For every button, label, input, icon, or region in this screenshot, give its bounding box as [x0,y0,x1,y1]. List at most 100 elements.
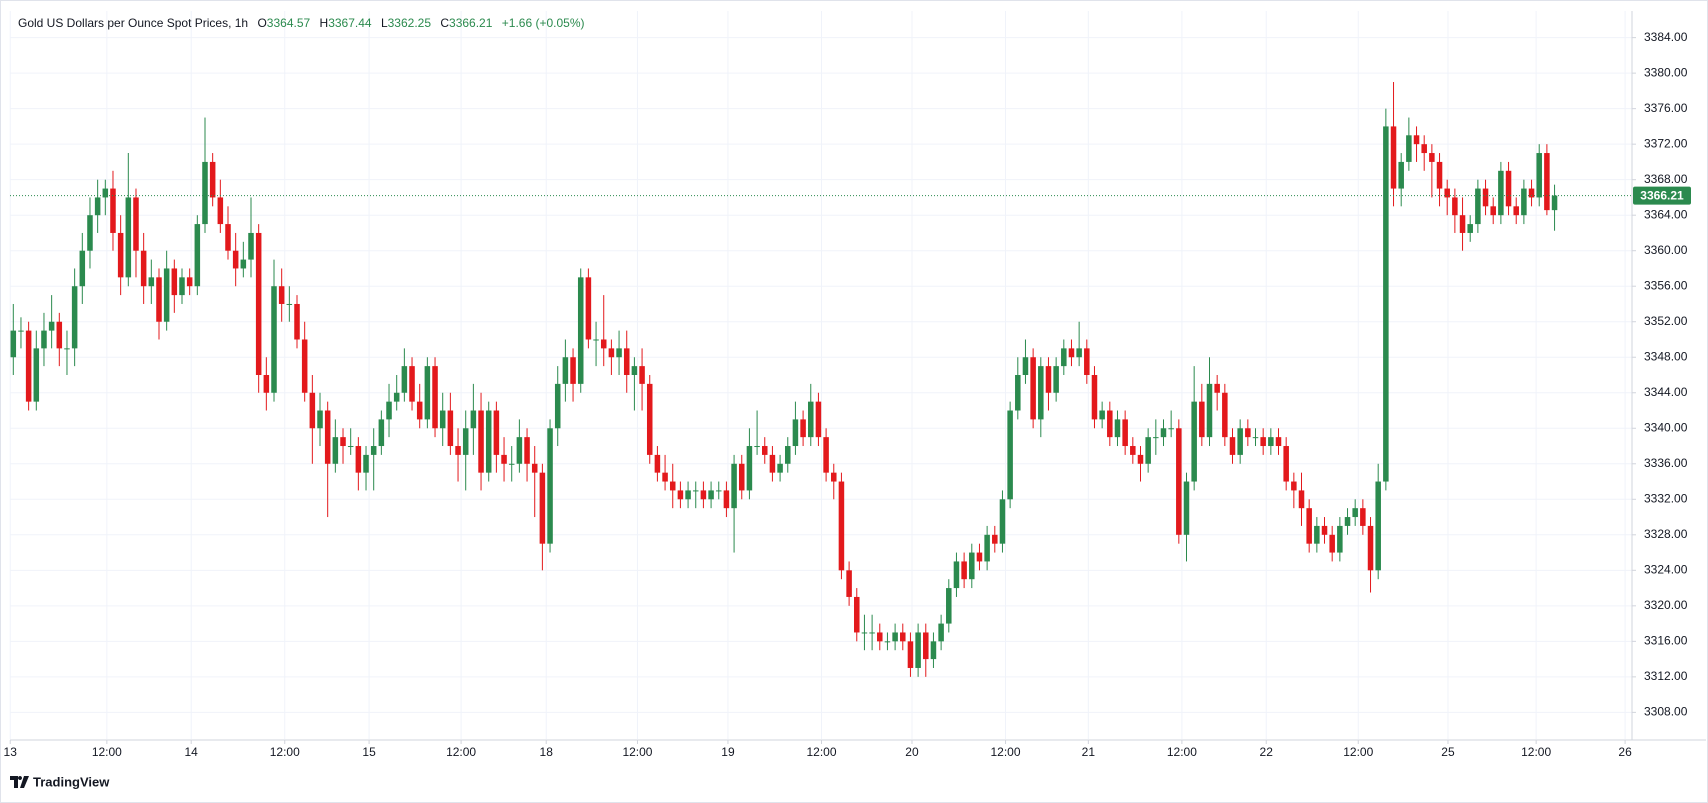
candle-body [470,410,477,429]
price-change: +1.66 (+0.05%) [502,16,585,30]
candle-body [462,428,469,455]
candle-body [1183,481,1190,535]
x-tick-label: 12:00 [1343,745,1373,759]
candle-body [1237,428,1243,455]
candle-body [892,632,898,642]
candle-body [1413,135,1420,145]
candle-body [64,348,70,350]
candle-body [363,454,369,473]
candles [10,82,1558,677]
candle-body [823,437,829,473]
candle-body [961,561,967,580]
x-tick-label: 20 [905,745,919,759]
x-tick-label: 12:00 [1167,745,1197,759]
candle-body [171,268,178,296]
candle-body [907,641,914,668]
candle-body [87,215,93,251]
candle-body [225,224,231,251]
candle-body [56,321,63,349]
y-tick-label: 3312.00 [1644,669,1688,683]
candle-body [900,632,906,642]
candle-body [869,632,875,634]
candle-body [1076,348,1082,358]
candle-body [1007,410,1013,500]
candle-body [769,454,776,473]
candle-body [1153,437,1159,439]
candle-body [1283,446,1289,482]
candle-body [531,463,538,473]
x-tick-label: 12:00 [991,745,1021,759]
candle-body [547,428,553,544]
y-tick-label: 3368.00 [1644,172,1688,186]
x-tick-label: 22 [1260,745,1274,759]
candle-body [815,401,822,438]
candle-body [1268,437,1274,447]
candle-body [754,446,760,448]
last-price-tag [1633,186,1691,205]
ohlc-letter: L [381,16,388,30]
candle-body [432,366,438,429]
candle-body [746,446,753,491]
candle-body [18,330,24,332]
candle-body [792,419,799,447]
candle-body [1145,437,1151,464]
candle-body [1298,490,1305,509]
candle-body [485,410,492,473]
candle-body [593,339,599,341]
x-tick-label: 21 [1082,745,1096,759]
candle-body [179,277,185,296]
candle-body [1084,348,1090,375]
candle-body [148,277,155,287]
candle-body [1475,188,1481,225]
candle-body [1214,383,1220,393]
candle-body [1099,410,1105,420]
candle-body [938,623,944,642]
candle-body [79,250,86,287]
candle-body [1390,126,1397,189]
candle-body [923,632,929,660]
x-tick-label: 12:00 [806,745,836,759]
candle-body [1321,525,1328,535]
candle-body [1467,224,1473,233]
candle-body [639,366,645,384]
candle-body [1421,144,1427,154]
candle-body [240,259,247,269]
candle-body [1505,170,1512,207]
ohlc-value: 3362.25 [388,16,432,30]
candle-body [1045,366,1052,393]
ohlc-value: 3366.21 [449,16,493,30]
y-tick-label: 3324.00 [1644,562,1688,576]
candle-body [1130,446,1136,455]
candle-body [846,570,852,597]
y-tick-label: 3320.00 [1644,598,1688,612]
candle-body [1375,481,1381,571]
y-tick-label: 3376.00 [1644,101,1688,115]
x-tick-label: 14 [185,745,199,759]
candle-body [669,481,676,491]
candle-body [1521,188,1527,216]
candle-body [692,490,699,492]
candle-body [1360,508,1366,526]
ohlc-letter: C [440,16,449,30]
candle-body [209,161,216,198]
y-tick-label: 3364.00 [1644,207,1688,221]
candle-body [94,197,101,216]
candle-body [232,250,239,269]
candle-body [493,410,500,455]
candle-body [1452,197,1458,216]
candle-body [1245,428,1251,438]
candle-body [731,463,737,509]
y-tick-label: 3308.00 [1644,705,1688,719]
candle-body [854,596,860,633]
candle-body [1490,206,1496,216]
candle-body [1199,401,1205,438]
candle-body [286,303,293,305]
y-tick-label: 3340.00 [1644,420,1688,434]
candle-body [915,632,921,668]
candle-body [1191,401,1197,482]
candle-body [33,348,40,402]
candle-body [1091,375,1098,420]
candle-body [1176,428,1182,535]
candle-body [1015,375,1021,411]
